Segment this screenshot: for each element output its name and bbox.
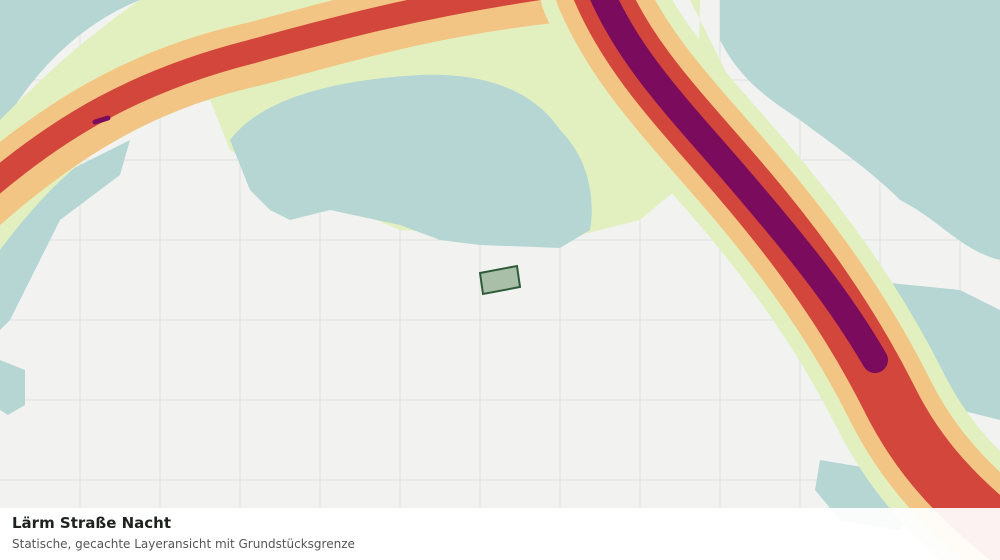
layer-subtitle: Statische, gecachte Layeransicht mit Gru… [12, 537, 355, 551]
footer: Lärm Straße Nacht Statische, gecachte La… [0, 508, 1000, 560]
lake [230, 74, 592, 248]
parcel-boundary [478, 264, 522, 296]
layer-title: Lärm Straße Nacht [12, 514, 172, 532]
noise-band-upper [0, 0, 591, 225]
noise-band-diagonal [541, 0, 1000, 560]
